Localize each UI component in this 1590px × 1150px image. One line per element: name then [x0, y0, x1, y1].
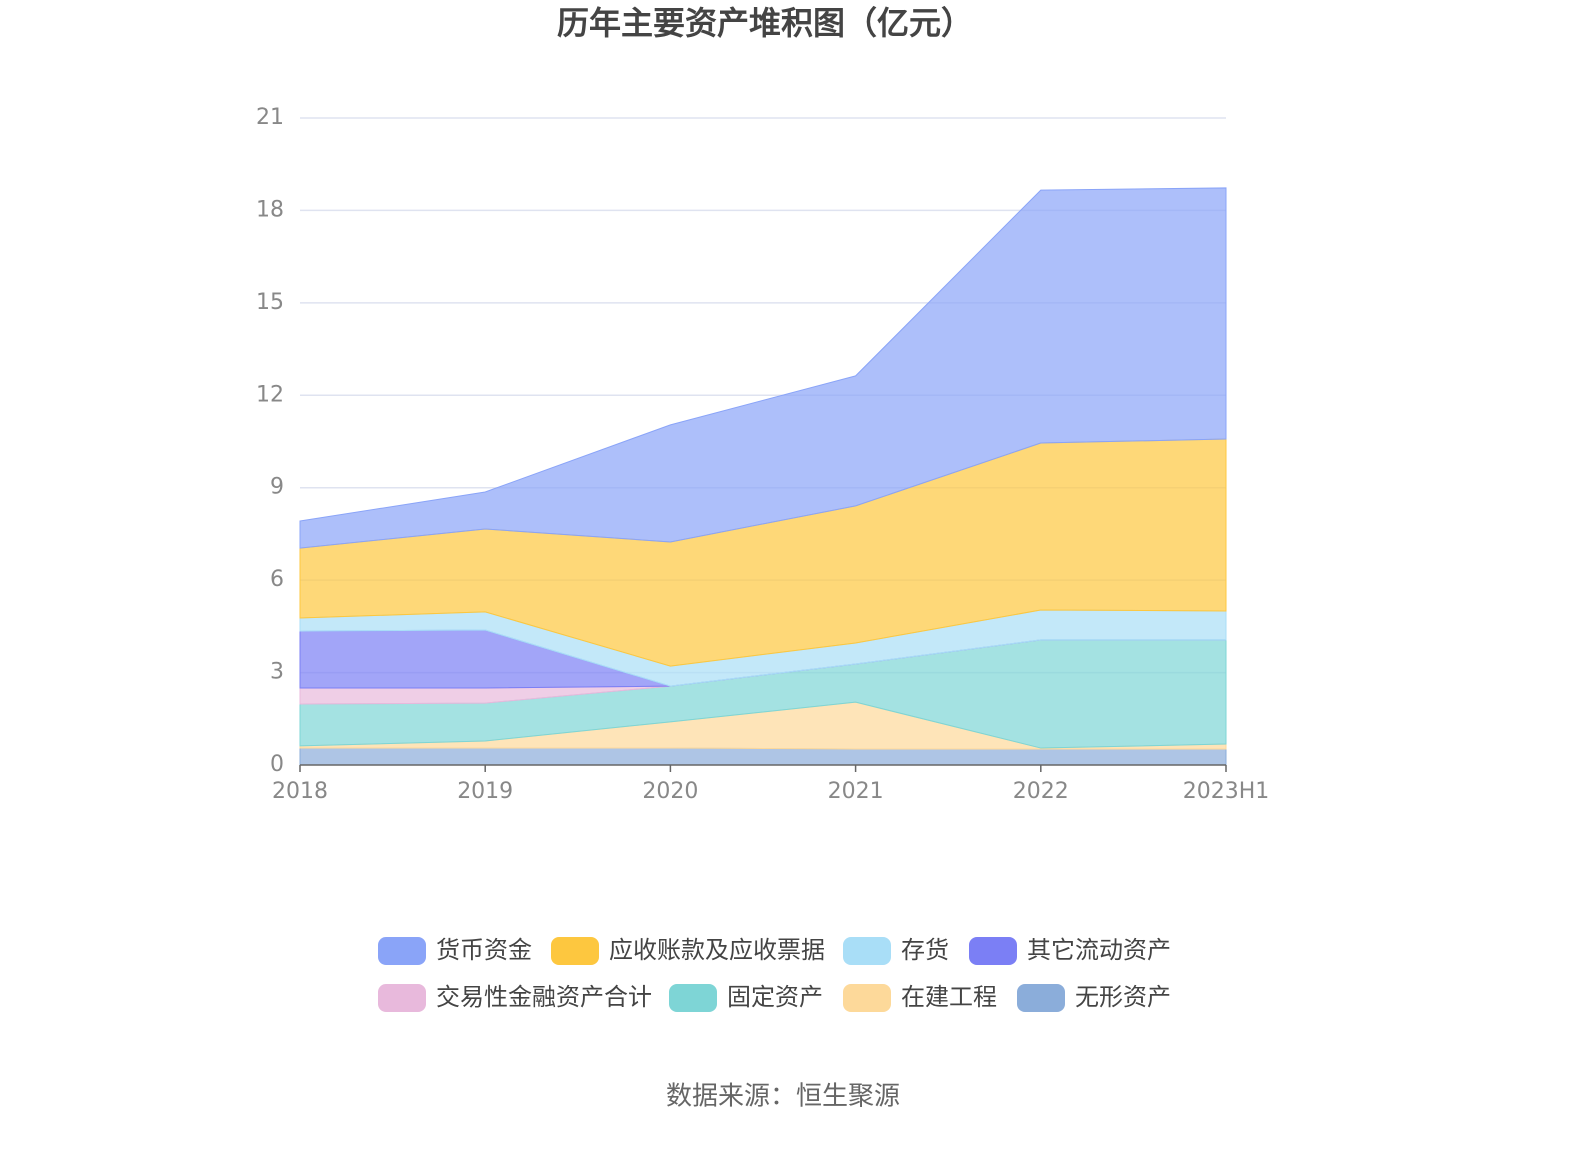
chart-title: 历年主要资产堆积图（亿元）: [557, 4, 973, 42]
legend-swatch: [551, 937, 599, 965]
x-tick-label: 2021: [828, 779, 884, 804]
y-tick-label: 21: [256, 105, 284, 130]
legend-label: 交易性金融资产合计: [436, 983, 652, 1011]
x-tick-label: 2018: [272, 779, 328, 804]
y-tick-label: 9: [270, 475, 284, 500]
legend-swatch: [843, 937, 891, 965]
y-tick-label: 0: [270, 752, 284, 777]
legend-label: 应收账款及应收票据: [609, 936, 825, 964]
legend-label: 在建工程: [901, 983, 997, 1011]
x-tick-label: 2022: [1013, 779, 1069, 804]
y-tick-label: 12: [256, 382, 284, 407]
legend-swatch: [969, 937, 1017, 965]
area: [299, 187, 1227, 549]
y-tick-label: 15: [256, 290, 284, 315]
legend-swatch: [843, 984, 891, 1012]
legend-swatch: [669, 984, 717, 1012]
legend-label: 存货: [901, 936, 949, 964]
legend-label: 固定资产: [727, 983, 823, 1011]
area: [299, 747, 1227, 766]
y-tick-label: 3: [270, 660, 284, 685]
y-tick-label: 18: [256, 197, 284, 222]
legend-swatch: [378, 937, 426, 965]
y-tick-label: 6: [270, 567, 284, 592]
legend-label: 其它流动资产: [1027, 936, 1171, 964]
x-tick-label: 2023H1: [1183, 779, 1270, 804]
legend-label: 无形资产: [1075, 983, 1171, 1011]
x-tick-label: 2019: [457, 779, 513, 804]
source: 数据来源：恒生聚源: [666, 1082, 900, 1112]
legend-swatch: [1017, 984, 1065, 1012]
legend-label: 货币资金: [436, 936, 532, 964]
legend-swatch: [378, 984, 426, 1012]
x-tick-label: 2020: [642, 779, 698, 804]
